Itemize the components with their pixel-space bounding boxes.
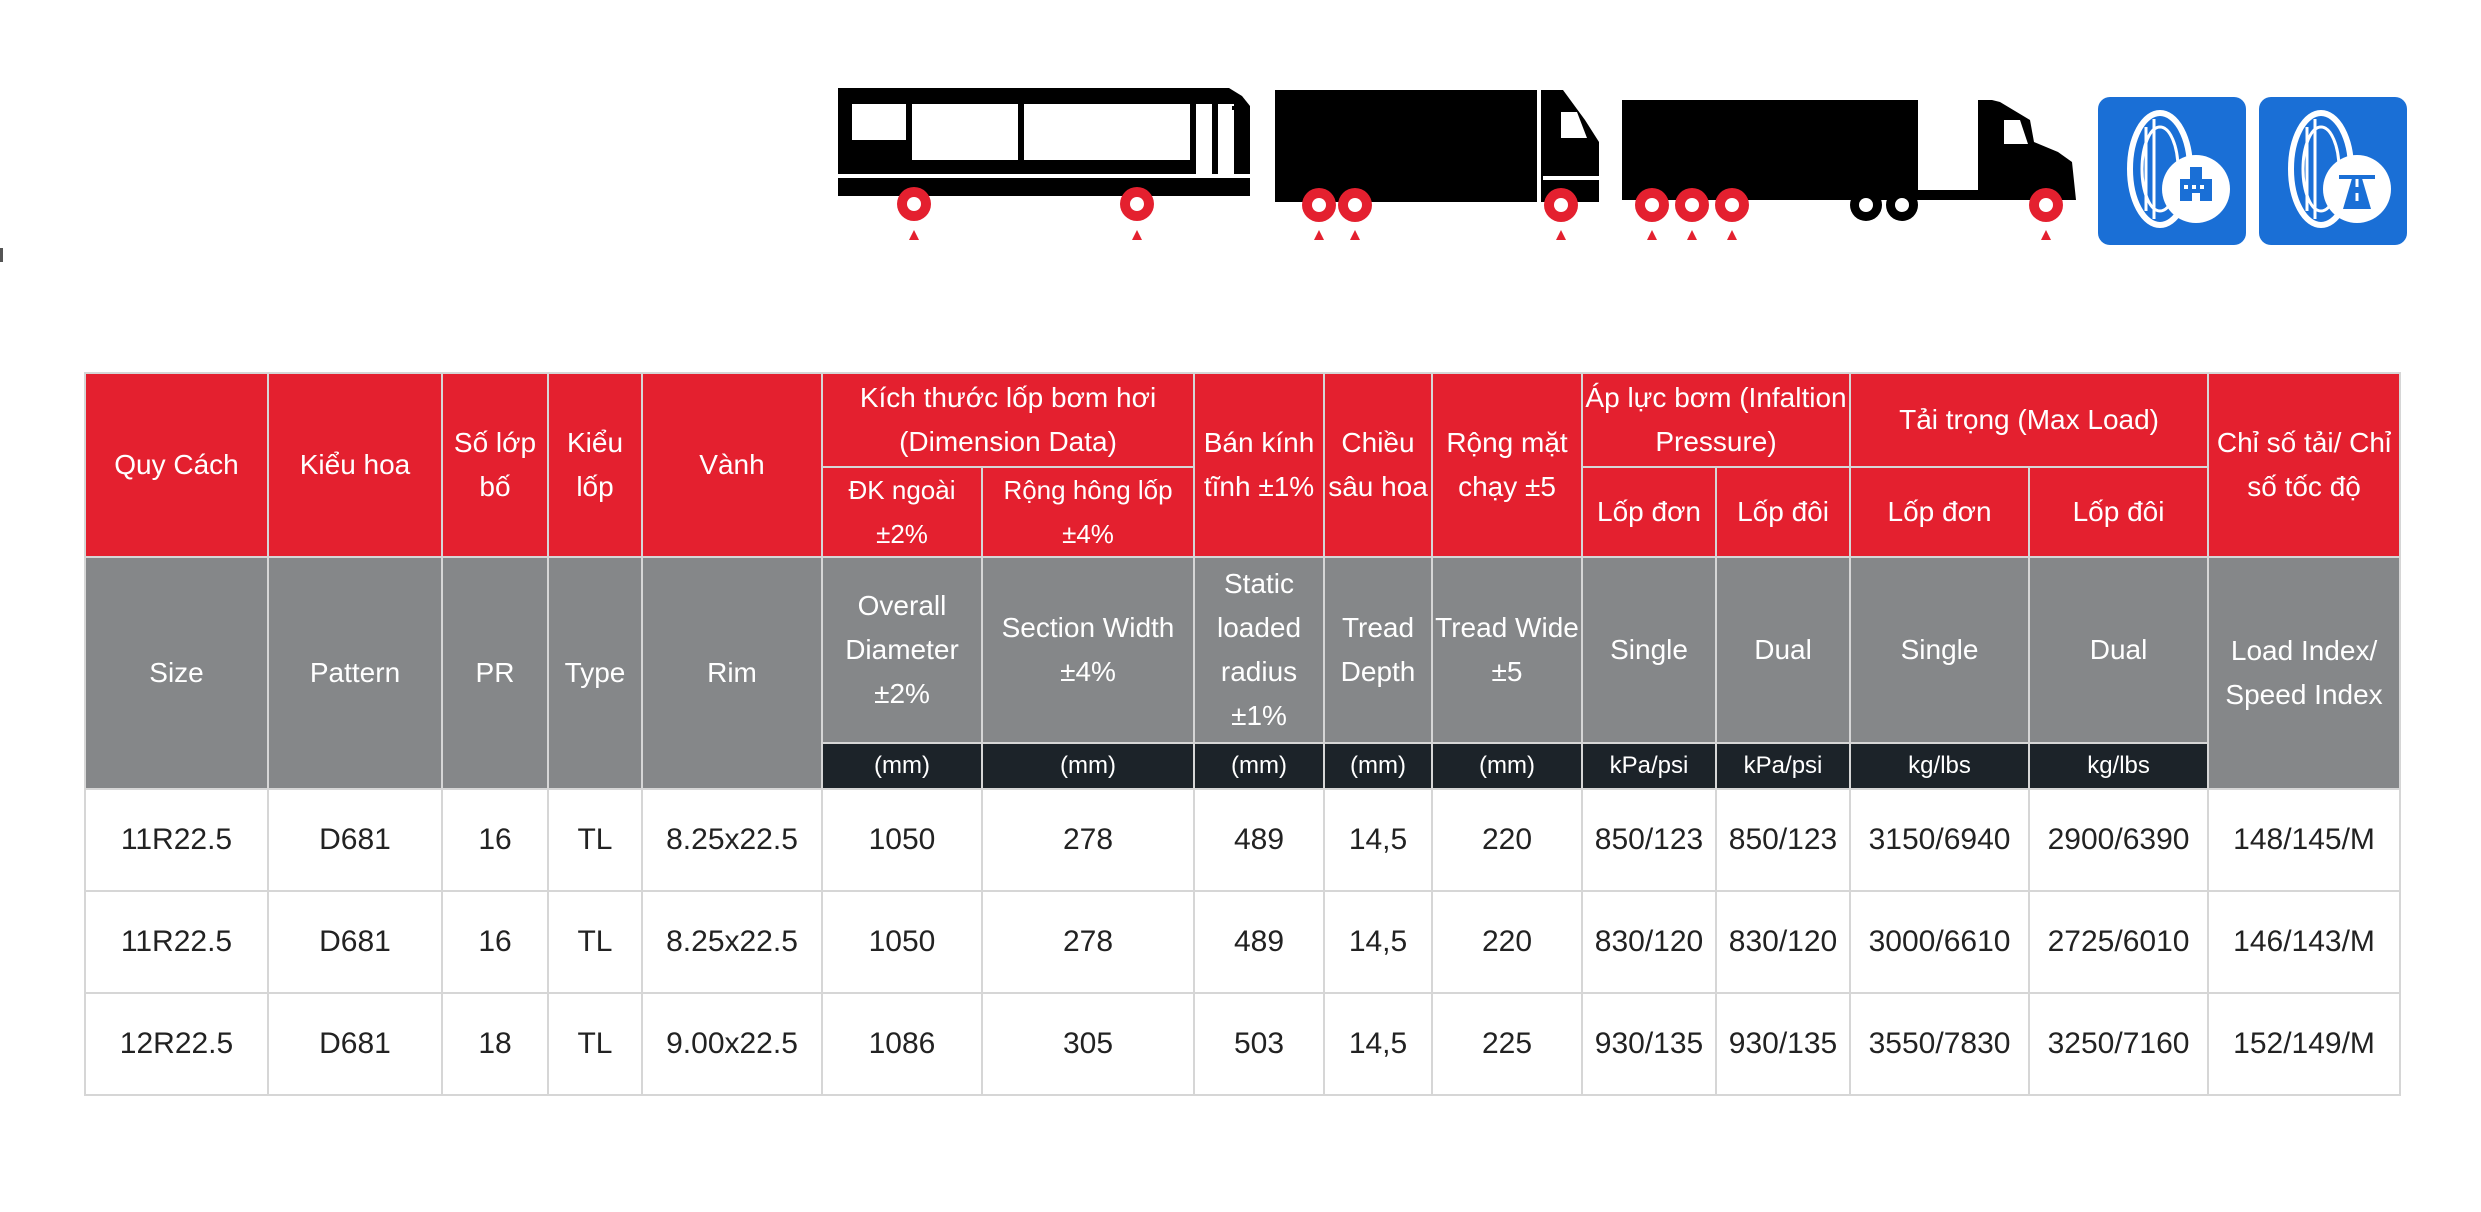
table-row: 11R22.5 D681 16 TL 8.25x22.5 1050 278 48… <box>84 890 2402 994</box>
cell-load-dual: 3250/7160 <box>2028 992 2210 1096</box>
highway-tire-icon <box>2259 97 2407 245</box>
table-row: 12R22.5 D681 18 TL 9.00x22.5 1086 305 50… <box>84 992 2402 1096</box>
cell-pr: 16 <box>441 890 549 994</box>
cell-index: 148/145/M <box>2207 788 2402 892</box>
cell-size: 11R22.5 <box>84 890 269 994</box>
cell-type: TL <box>547 788 643 892</box>
cell-size: 12R22.5 <box>84 992 269 1096</box>
header-load-dual-en: Dual <box>2028 556 2210 744</box>
header-size-vn: Quy Cách <box>84 372 269 558</box>
cell-pressure-dual: 830/120 <box>1715 890 1852 994</box>
cell-pr: 18 <box>441 992 549 1096</box>
unit-depth: (mm) <box>1323 742 1434 790</box>
urban-tire-icon <box>2098 97 2246 245</box>
header-od-vn: ĐK ngoài ±2% <box>821 466 983 558</box>
header-sw-vn: Rộng hông lốp ±4% <box>980 466 1196 558</box>
semi-trailer-icon <box>1622 100 2076 240</box>
header-sw-en: Section Width ±4% <box>980 556 1196 744</box>
header-pattern-en: Pattern <box>267 556 443 790</box>
unit-tread-wide: (mm) <box>1431 742 1584 790</box>
cell-rim: 9.00x22.5 <box>641 992 823 1096</box>
cell-depth: 14,5 <box>1323 992 1434 1096</box>
header-rim-en: Rim <box>641 556 823 790</box>
unit-pressure-single: kPa/psi <box>1581 742 1718 790</box>
cell-tread-wide: 220 <box>1431 788 1584 892</box>
cell-index: 146/143/M <box>2207 890 2402 994</box>
cell-sw: 278 <box>980 890 1196 994</box>
cell-od: 1086 <box>821 992 983 1096</box>
cell-depth: 14,5 <box>1323 890 1434 994</box>
header-pressure-dual-en: Dual <box>1715 556 1852 744</box>
header-load-single-vn: Lốp đơn <box>1849 466 2031 558</box>
cell-pressure-single: 830/120 <box>1581 890 1718 994</box>
header-pressure-vn: Áp lực bơm (Infaltion Pressure) <box>1581 372 1852 468</box>
header-index-en: Load Index/ Speed Index <box>2207 556 2402 790</box>
cell-slr: 489 <box>1193 788 1326 892</box>
vehicle-application-strip <box>830 80 2410 250</box>
header-od-en: Overall Diameter ±2% <box>821 556 983 744</box>
cell-load-dual: 2725/6010 <box>2028 890 2210 994</box>
cell-slr: 489 <box>1193 890 1326 994</box>
cell-od: 1050 <box>821 890 983 994</box>
cell-sw: 305 <box>980 992 1196 1096</box>
header-slr-vn: Bán kính tĩnh ±1% <box>1193 372 1326 558</box>
table-row: 11R22.5 D681 16 TL 8.25x22.5 1050 278 48… <box>84 788 2402 892</box>
cell-load-dual: 2900/6390 <box>2028 788 2210 892</box>
header-pattern-vn: Kiểu hoa <box>267 372 443 558</box>
header-depth-vn: Chiều sâu hoa <box>1323 372 1434 558</box>
cell-od: 1050 <box>821 788 983 892</box>
cell-pressure-dual: 850/123 <box>1715 788 1852 892</box>
cell-load-single: 3000/6610 <box>1849 890 2031 994</box>
box-truck-icon <box>1275 90 1599 240</box>
header-slr-en: Static loaded radius ±1% <box>1193 556 1326 744</box>
header-tread-wide-vn: Rộng mặt chạy ±5 <box>1431 372 1584 558</box>
cell-type: TL <box>547 992 643 1096</box>
header-load-vn: Tải trọng (Max Load) <box>1849 372 2210 468</box>
cell-tread-wide: 225 <box>1431 992 1584 1096</box>
cell-tread-wide: 220 <box>1431 890 1584 994</box>
header-pressure-single-vn: Lốp đơn <box>1581 466 1718 558</box>
cell-pressure-single: 850/123 <box>1581 788 1718 892</box>
cell-load-single: 3150/6940 <box>1849 788 2031 892</box>
header-rim-vn: Vành <box>641 372 823 558</box>
cell-pattern: D681 <box>267 890 443 994</box>
header-pressure-single-en: Single <box>1581 556 1718 744</box>
cell-type: TL <box>547 890 643 994</box>
header-dimension-vn: Kích thước lốp bơm hơi (Dimension Data) <box>820 372 1196 468</box>
header-pr-en: PR <box>441 556 549 790</box>
header-pr-vn: Số lớp bố <box>441 372 549 558</box>
cell-rim: 8.25x22.5 <box>641 890 823 994</box>
header-pressure-dual-vn: Lốp đôi <box>1715 466 1852 558</box>
cell-depth: 14,5 <box>1323 788 1434 892</box>
cell-pattern: D681 <box>267 788 443 892</box>
cell-sw: 278 <box>980 788 1196 892</box>
header-index-vn: Chỉ số tải/ Chỉ số tốc độ <box>2207 372 2402 558</box>
unit-load-dual: kg/lbs <box>2028 742 2210 790</box>
bus-icon <box>838 88 1250 240</box>
unit-load-single: kg/lbs <box>1849 742 2031 790</box>
unit-od: (mm) <box>821 742 983 790</box>
cell-size: 11R22.5 <box>84 788 269 892</box>
cell-pressure-single: 930/135 <box>1581 992 1718 1096</box>
cell-pr: 16 <box>441 788 549 892</box>
unit-slr: (mm) <box>1193 742 1326 790</box>
edge-tick-mark <box>0 248 3 262</box>
unit-pressure-dual: kPa/psi <box>1715 742 1852 790</box>
header-depth-en: Tread Depth <box>1323 556 1434 744</box>
header-tread-wide-en: Tread Wide ±5 <box>1431 556 1584 744</box>
cell-pressure-dual: 930/135 <box>1715 992 1852 1096</box>
unit-sw: (mm) <box>980 742 1196 790</box>
header-type-en: Type <box>547 556 643 790</box>
cell-slr: 503 <box>1193 992 1326 1096</box>
cell-rim: 8.25x22.5 <box>641 788 823 892</box>
header-load-single-en: Single <box>1849 556 2031 744</box>
tire-spec-table: Quy Cách Kiểu hoa Số lớp bố Kiểu lốp Vàn… <box>84 372 2402 1096</box>
cell-index: 152/149/M <box>2207 992 2402 1096</box>
cell-pattern: D681 <box>267 992 443 1096</box>
header-size-en: Size <box>84 556 269 790</box>
header-type-vn: Kiểu lốp <box>547 372 643 558</box>
header-load-dual-vn: Lốp đôi <box>2028 466 2210 558</box>
cell-load-single: 3550/7830 <box>1849 992 2031 1096</box>
